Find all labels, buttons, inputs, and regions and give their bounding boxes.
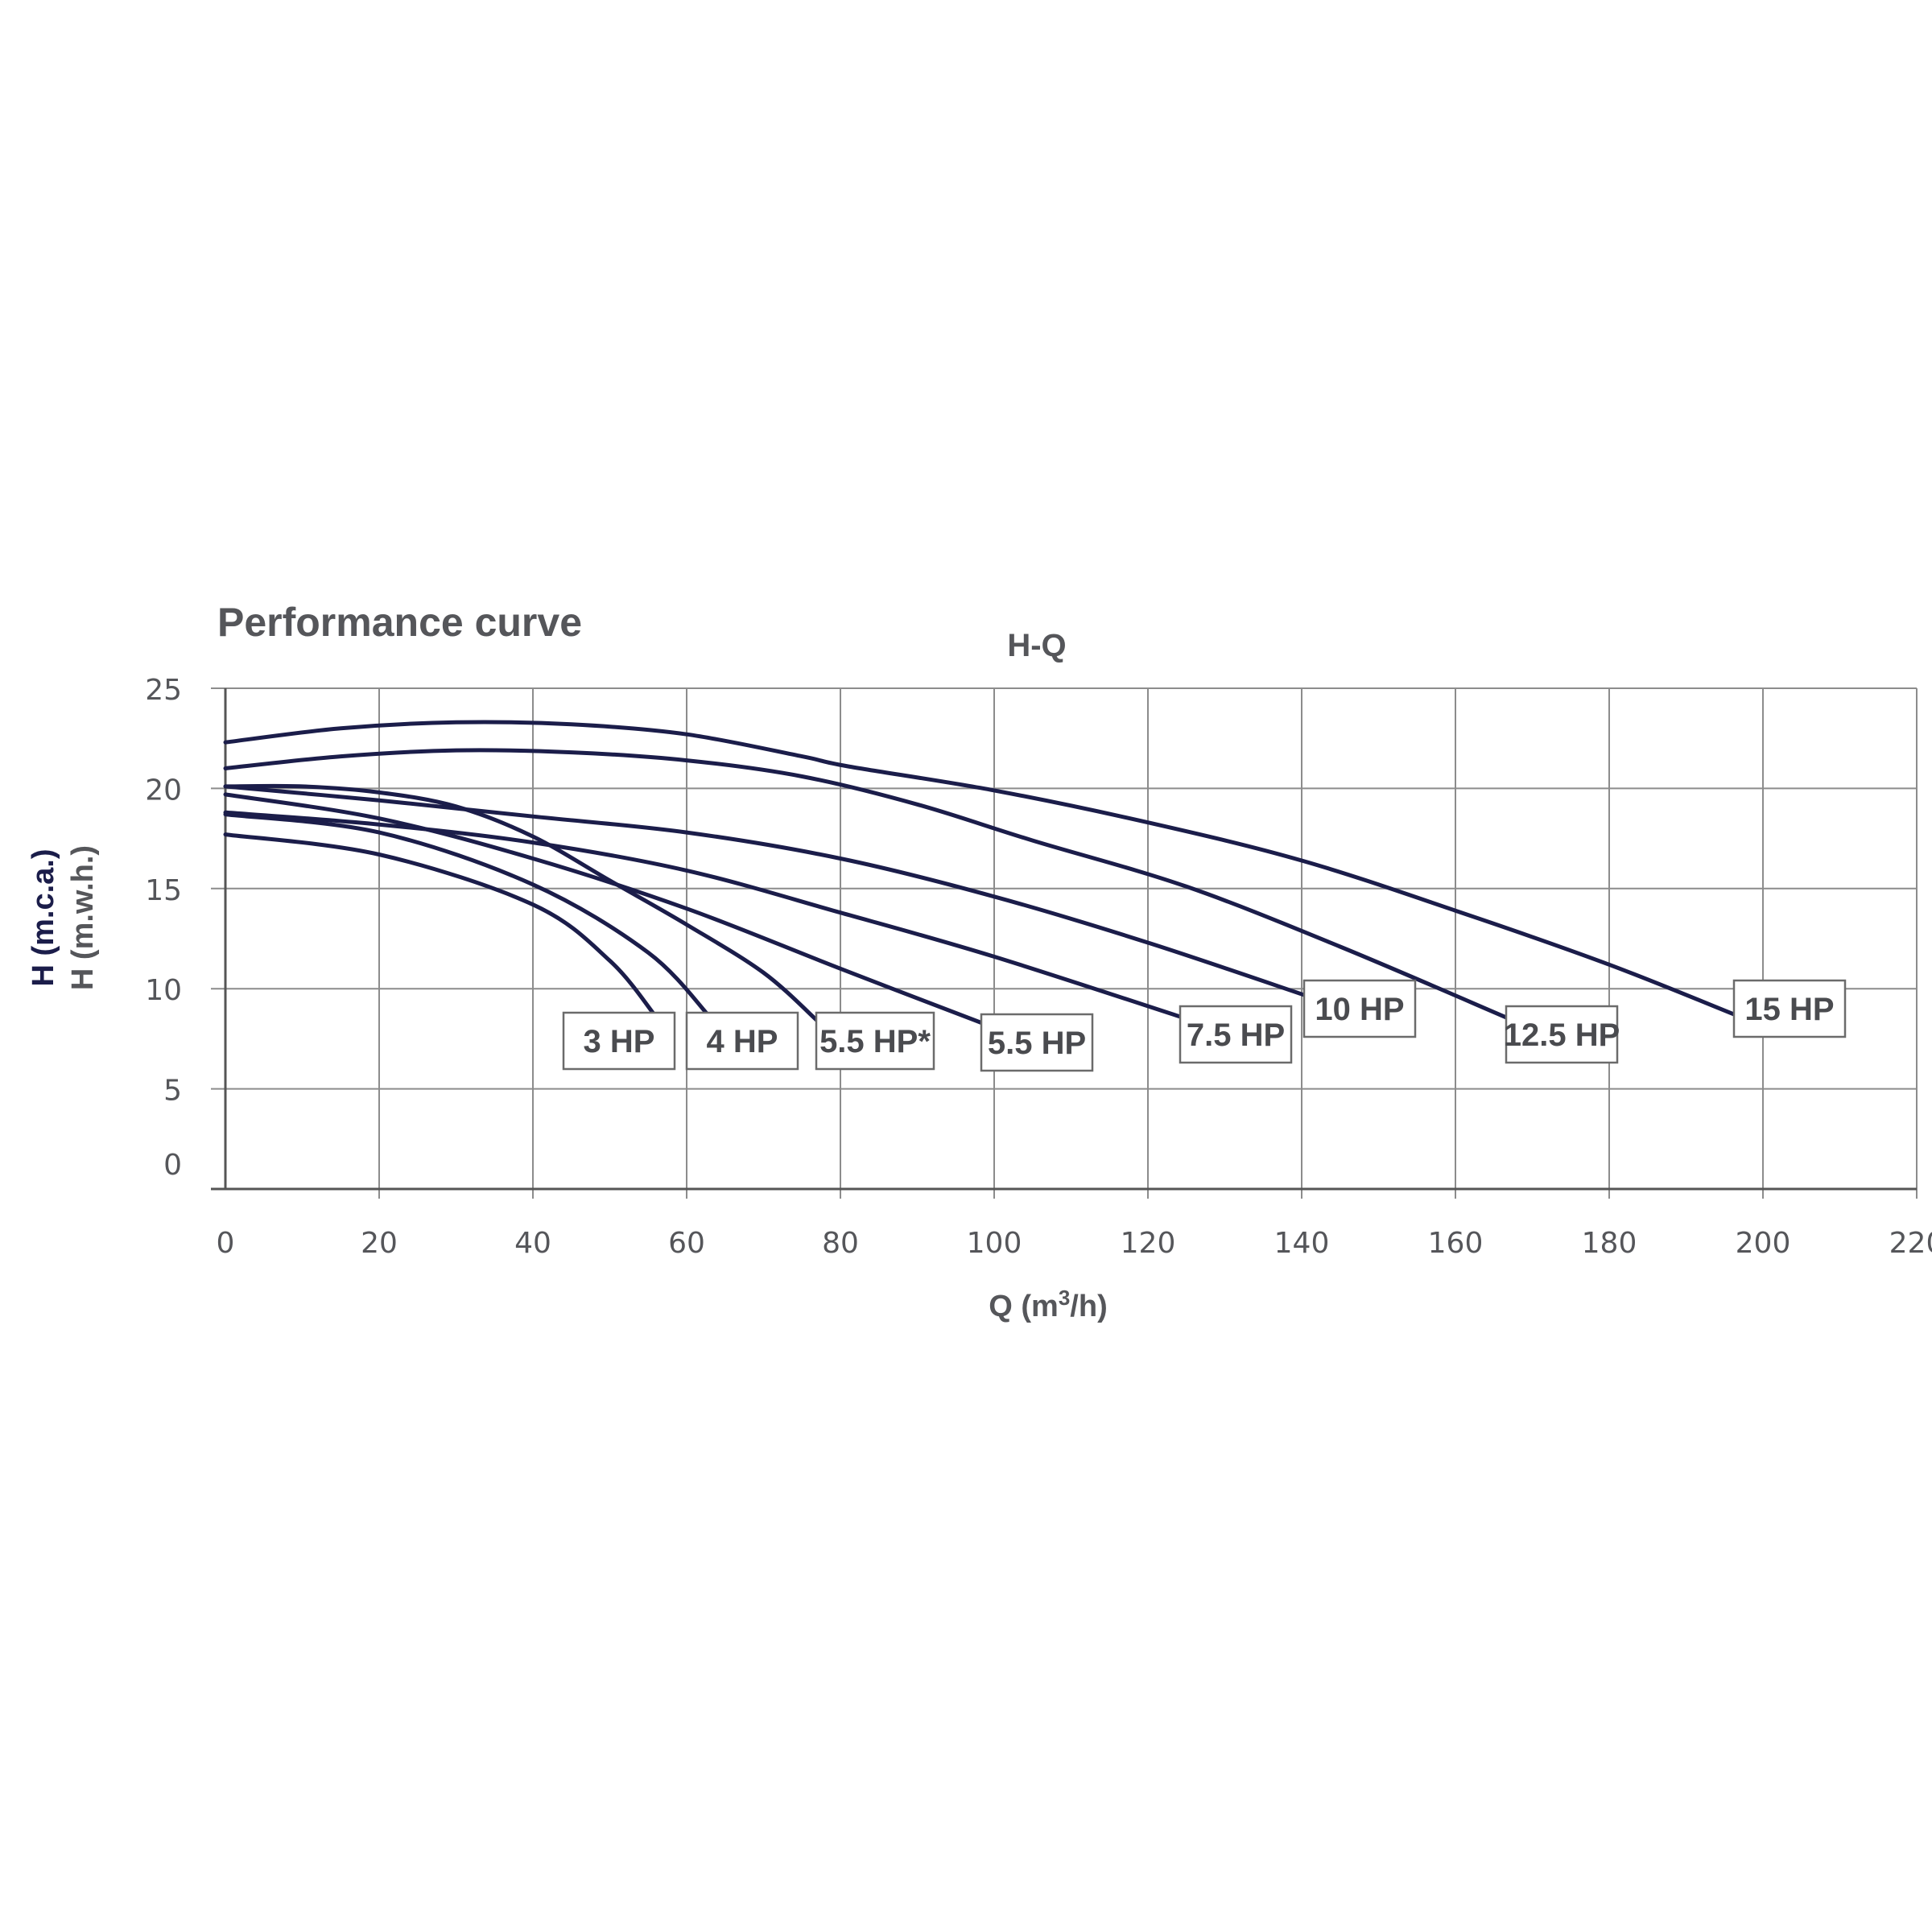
series-label-box <box>685 1011 799 1071</box>
series-label-15-hp: 15 HP <box>1744 992 1834 1027</box>
x-tick-60: 60 <box>668 1227 705 1260</box>
series-label-5-5-hp-: 5.5 HP* <box>819 1024 931 1059</box>
chart-subtitle: H-Q <box>1007 628 1066 663</box>
series-label-box <box>815 1011 935 1071</box>
series-label-12-5-hp: 12.5 HP <box>1504 1018 1620 1053</box>
series-label-3-hp: 3 HP <box>584 1024 655 1059</box>
series-labels: 3 HP 4 HP 5.5 HP* 5.5 HP 7.5 HP 10 HP 12.5 HP 1… <box>562 979 1847 1072</box>
y-tick-5: 5 <box>163 1075 182 1108</box>
curve-7-5-hp <box>223 810 1189 1021</box>
chart-heading: Performance curve <box>217 600 582 645</box>
series-label-box <box>562 1011 676 1071</box>
x-tick-40: 40 <box>514 1227 551 1260</box>
curve-5-5-hp <box>223 792 989 1027</box>
y-axis-title-secondary: H (m.w.h.) <box>66 845 100 990</box>
x-tick-80: 80 <box>822 1227 859 1260</box>
series-label-box <box>980 1013 1094 1072</box>
y-tick-0: 0 <box>163 1149 182 1182</box>
x-tick-180: 180 <box>1582 1227 1637 1260</box>
grid <box>211 687 1918 1199</box>
curves <box>223 720 1742 1027</box>
x-tick-120: 120 <box>1121 1227 1176 1260</box>
y-axis-title-primary: H (m.c.a.) <box>27 848 60 986</box>
series-label-4-hp: 4 HP <box>707 1024 778 1059</box>
series-label-box <box>1179 1005 1293 1064</box>
x-tick-220: 220 <box>1889 1227 1932 1260</box>
x-tick-20: 20 <box>361 1227 398 1260</box>
series-label-10-hp: 10 HP <box>1315 992 1404 1027</box>
axes <box>211 688 1917 1191</box>
series-label-box <box>1302 979 1417 1038</box>
x-axis-title: Q (m3/h) <box>989 1286 1107 1323</box>
curve-4-hp <box>223 812 712 1019</box>
curve-10-hp <box>223 784 1311 999</box>
curve-5-5-hp- <box>223 783 819 1023</box>
x-axis-title-prefix: Q (m <box>989 1290 1059 1323</box>
x-tick-140: 140 <box>1274 1227 1330 1260</box>
x-axis-title-sup: 3 <box>1059 1286 1070 1310</box>
x-tick-labels: 0 20 40 60 80 100 120 140 160 180 200 220 <box>217 1227 1932 1260</box>
x-tick-0: 0 <box>217 1227 235 1260</box>
curve-12-5-hp <box>223 748 1512 1021</box>
curve-15-hp <box>223 720 1742 1019</box>
y-tick-25: 25 <box>145 674 182 707</box>
series-label-box <box>1732 979 1847 1038</box>
x-tick-200: 200 <box>1736 1227 1791 1260</box>
y-tick-10: 10 <box>145 974 182 1007</box>
x-tick-100: 100 <box>967 1227 1022 1260</box>
series-label-5-5-hp: 5.5 HP <box>988 1026 1086 1061</box>
x-tick-160: 160 <box>1428 1227 1484 1260</box>
x-axis-title-suffix: /h) <box>1070 1290 1107 1323</box>
series-label-box <box>1505 1005 1619 1064</box>
y-tick-15: 15 <box>145 874 182 907</box>
curve-3-hp <box>223 832 658 1019</box>
y-tick-20: 20 <box>145 774 182 807</box>
series-label-7-5-hp: 7.5 HP <box>1187 1018 1285 1053</box>
y-tick-labels: 0 5 10 15 20 25 <box>145 674 182 1182</box>
